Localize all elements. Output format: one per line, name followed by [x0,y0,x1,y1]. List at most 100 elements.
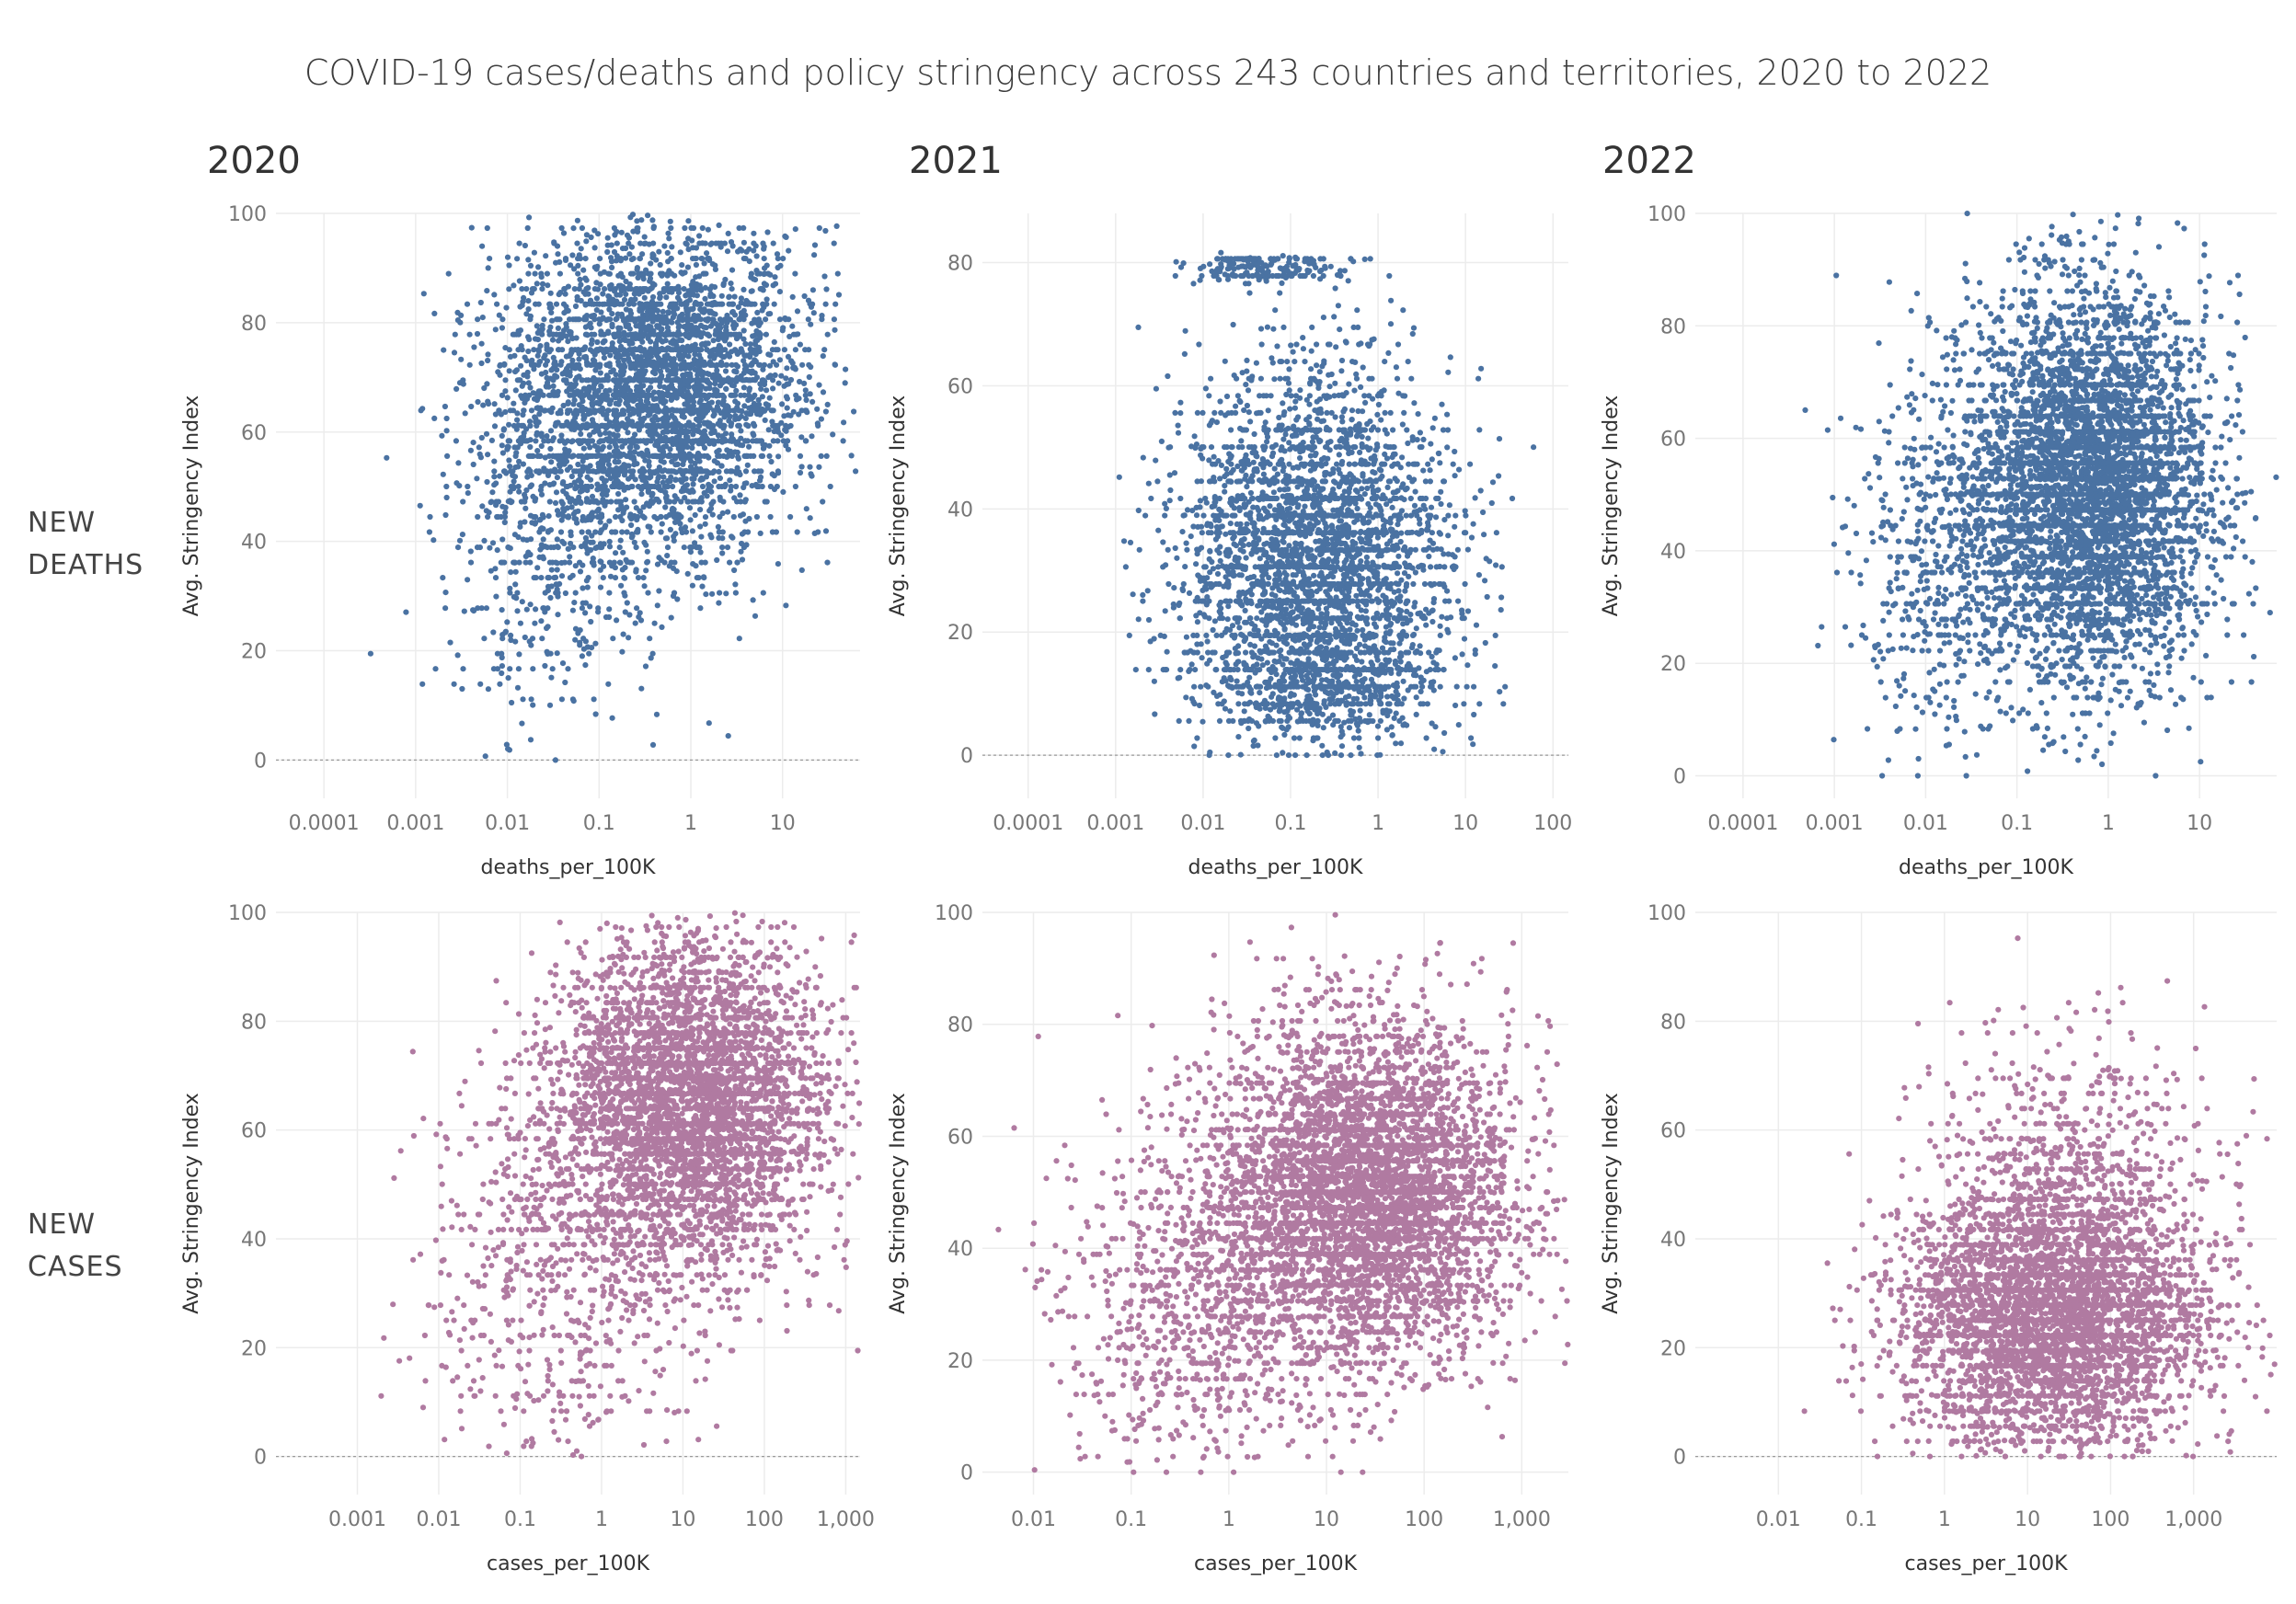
scatter-point [484,224,490,232]
scatter-point [740,327,747,334]
scatter-point [547,290,554,296]
scatter-point [692,511,698,519]
scatter-point [658,270,664,277]
scatter-point [488,437,496,443]
scatter-point [755,344,763,350]
scatter-point [608,369,614,375]
scatter-point [803,407,809,414]
scatter-point [676,422,683,429]
scatter-point [606,387,613,394]
scatter-point [519,599,525,605]
scatter-point [664,281,671,287]
scatter-point [655,438,661,444]
scatter-point [626,612,633,618]
scatter-point [709,590,716,597]
scatter-point [682,483,688,490]
scatter-point [619,529,626,535]
scatter-point [599,464,605,471]
scatter-point [619,246,626,252]
scatter-point [667,355,673,361]
scatter-point [534,281,540,287]
scatter-point [711,407,718,414]
scatter-point [714,556,720,564]
scatter-point [736,316,742,323]
scatter-point [746,385,753,392]
scatter-point [738,548,744,555]
scatter-point [643,301,649,307]
scatter-point [743,363,750,370]
scatter-point [514,684,522,691]
scatter-point [629,533,636,539]
scatter-point [805,297,812,304]
scatter-point [654,602,660,609]
scatter-point [728,281,734,287]
scatter-point [655,485,661,491]
scatter-point [527,602,534,608]
scatter-point [842,380,848,386]
scatter-point [552,499,559,507]
scatter-point [596,321,603,327]
scatter-point [643,542,649,548]
scatter-point [1493,530,1499,536]
scatter-point [678,365,684,372]
scatter-point [1309,324,1315,330]
scatter-point [538,542,545,548]
scatter-point [647,326,653,332]
scatter-point [729,243,736,249]
scatter-point [727,477,733,484]
scatter-point [727,438,733,444]
scatter-point [643,398,649,405]
scatter-point [752,377,759,384]
scatter-point [580,562,586,568]
scatter-point [625,416,631,422]
scatter-point [700,369,706,376]
scatter-point [719,510,726,517]
scatter-point [697,549,704,556]
scatter-point [679,338,685,344]
scatter-point [743,542,750,548]
scatter-point [591,312,598,319]
scatter-point [820,353,826,360]
scatter-point [658,513,664,521]
scatter-point [587,444,593,451]
scatter-point [748,350,754,357]
scatter-point [641,294,648,301]
scatter-point [725,230,731,236]
scatter-point [549,666,556,672]
scatter-point [683,433,690,440]
scatter-point [611,224,618,232]
scatter-point [797,341,804,348]
scatter-point [763,281,770,288]
scatter-point [683,475,689,482]
scatter-point [426,529,432,535]
scatter-point [533,438,539,444]
scatter-point [698,334,705,340]
scatter-point [527,737,534,743]
scatter-point [579,529,585,535]
scatter-point [607,316,614,323]
scatter-point [728,331,734,338]
scatter-point [470,461,476,468]
scatter-point [475,316,481,323]
scatter-point [675,290,683,296]
scatter-point [740,384,748,391]
scatter-point [662,359,669,365]
scatter-point [661,317,669,324]
scatter-point [706,371,712,377]
scatter-point [1300,346,1306,352]
scatter-point [660,449,666,455]
y-tick-label: 60 [241,422,267,445]
scatter-point [465,483,471,490]
scatter-point [649,293,657,301]
scatter-point [608,498,614,505]
scatter-point [604,248,611,256]
scatter-point [566,448,572,454]
scatter-point [770,240,776,246]
scatter-point [729,377,736,384]
scatter-point [441,347,447,353]
scatter-point [651,620,658,626]
scatter-point [1191,433,1198,440]
scatter-point [649,493,655,499]
scatter-point [805,316,811,323]
scatter-point [765,427,772,433]
